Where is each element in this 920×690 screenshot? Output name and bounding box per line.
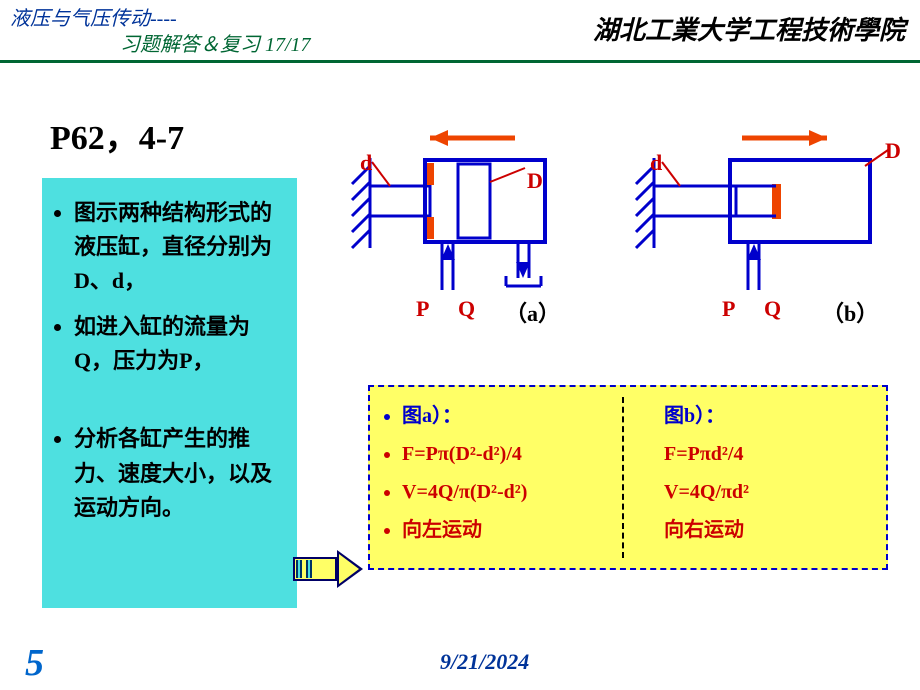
- answer-a-velocity: V=4Q/π(D²-d²): [402, 473, 616, 511]
- label-d-b: d: [650, 150, 662, 176]
- description-list: 图示两种结构形式的液压缸，直径分别为D、d， 如进入缸的流量为Q，压力为P， 分…: [52, 196, 287, 525]
- hydraulic-diagram-b: d D P Q （b）: [622, 128, 902, 348]
- desc-item: 如进入缸的流量为Q，压力为P，: [74, 310, 287, 378]
- tag-b: （b）: [822, 296, 878, 328]
- label-P-b: P: [722, 296, 735, 322]
- label-P-a: P: [416, 296, 429, 322]
- answer-a-direction: 向左运动: [402, 511, 616, 549]
- answer-a-head: 图a）：: [402, 397, 616, 435]
- slide-subtitle: 习题解答＆复习 17/17: [120, 28, 311, 57]
- desc-item: 分析各缸产生的推力、速度大小，以及运动方向。: [74, 422, 287, 524]
- answer-b-velocity: V=4Q/πd²: [664, 473, 878, 511]
- answer-col-b: 图b）： F=Pπd²/4 V=4Q/πd² 向右运动: [624, 397, 878, 558]
- answer-a-force: F=Pπ(D²-d²)/4: [402, 435, 616, 473]
- hydraulic-diagram-a: d D P Q （a）: [330, 128, 600, 348]
- label-D-a: D: [527, 168, 543, 194]
- label-Q-b: Q: [764, 296, 781, 322]
- label-Q-a: Q: [458, 296, 475, 322]
- callout-arrow-icon: [293, 552, 365, 586]
- slide-date: 9/21/2024: [440, 649, 529, 675]
- slide-header: 液压与气压传动---- 习题解答＆复习 17/17 湖北工業大学工程技術學院: [0, 0, 920, 70]
- desc-item: 图示两种结构形式的液压缸，直径分别为D、d，: [74, 196, 287, 298]
- school-name: 湖北工業大学工程技術學院: [593, 10, 905, 47]
- problem-description-box: 图示两种结构形式的液压缸，直径分别为D、d， 如进入缸的流量为Q，压力为P， 分…: [42, 178, 297, 608]
- page-number: 5: [25, 641, 44, 685]
- divider-line: [0, 60, 920, 63]
- answer-col-a: 图a）： F=Pπ(D²-d²)/4 V=4Q/π(D²-d²) 向左运动: [378, 397, 624, 558]
- tag-a: （a）: [505, 296, 560, 328]
- desc-item: [74, 390, 287, 410]
- answer-b-force: F=Pπd²/4: [664, 435, 878, 473]
- answer-b-direction: 向右运动: [664, 511, 878, 549]
- answer-box: 图a）： F=Pπ(D²-d²)/4 V=4Q/π(D²-d²) 向左运动 图b…: [368, 385, 888, 570]
- course-title: 液压与气压传动----: [10, 2, 177, 31]
- label-d-a: d: [360, 150, 372, 176]
- problem-id: P62，4-7: [50, 110, 184, 159]
- answer-b-head: 图b）：: [664, 397, 878, 435]
- label-D-b: D: [885, 138, 901, 164]
